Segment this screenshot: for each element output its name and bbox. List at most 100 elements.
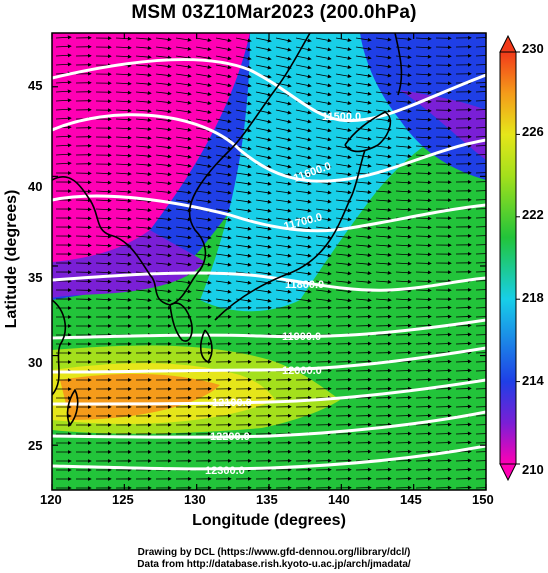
wind-arrow — [195, 46, 212, 52]
wind-arrow — [295, 289, 312, 294]
wind-arrow — [155, 253, 172, 258]
wind-arrow — [95, 207, 112, 212]
wind-arrow — [255, 46, 272, 52]
wind-arrow — [475, 325, 486, 327]
wind-arrow — [215, 55, 232, 61]
wind-arrow — [375, 243, 392, 248]
wind-arrow — [115, 270, 132, 275]
wind-arrow — [255, 64, 272, 70]
wind-arrow — [275, 64, 292, 70]
wind-arrow — [255, 271, 272, 276]
wind-arrow — [115, 36, 132, 41]
wind-arrow — [135, 127, 152, 132]
wind-arrow — [55, 143, 72, 148]
wind-arrow — [195, 82, 212, 88]
wind-arrow — [415, 270, 432, 275]
wind-arrow — [475, 280, 486, 282]
wind-arrow — [155, 172, 172, 177]
wind-arrow — [135, 253, 152, 258]
y-tick-label: 35 — [28, 270, 43, 285]
contour-11500 — [52, 58, 486, 123]
wind-arrow — [255, 145, 272, 151]
wind-arrow — [375, 297, 392, 302]
wind-arrow — [235, 163, 252, 169]
wind-arrow — [275, 244, 292, 249]
wind-arrow — [335, 46, 352, 52]
wind-arrow — [195, 136, 212, 142]
wind-arrow — [295, 118, 312, 124]
wind-arrow — [295, 172, 312, 177]
wind-arrow — [375, 64, 392, 69]
wind-arrow — [395, 37, 412, 42]
wind-arrow — [215, 37, 232, 43]
wind-arrow — [475, 424, 486, 426]
wind-arrow — [295, 109, 312, 115]
x-tick-label: 135 — [256, 492, 278, 507]
wind-arrow — [415, 126, 432, 131]
x-axis-label: Longitude (degrees) — [192, 512, 346, 529]
wind-arrow — [275, 253, 292, 258]
x-tick-label: 150 — [472, 492, 494, 507]
wind-arrow — [455, 341, 472, 346]
wind-arrow — [235, 253, 252, 258]
wind-arrow — [355, 46, 372, 51]
wind-arrow — [455, 332, 472, 337]
wind-arrow — [115, 189, 132, 194]
wind-arrow — [275, 109, 292, 115]
wind-arrow — [275, 235, 292, 240]
wind-arrow — [435, 359, 452, 364]
wind-arrow — [335, 190, 352, 195]
wind-arrow — [135, 55, 152, 60]
wind-arrow — [175, 289, 192, 294]
wind-arrow — [155, 298, 172, 303]
wind-arrow — [275, 298, 292, 303]
wind-arrow — [235, 262, 252, 267]
wind-arrow — [295, 190, 312, 195]
wind-arrow — [415, 458, 432, 463]
wind-arrow — [155, 64, 172, 69]
wind-arrow — [155, 136, 172, 141]
wind-arrow — [155, 262, 172, 267]
wind-arrow — [355, 136, 372, 141]
wind-arrow — [115, 126, 132, 131]
wind-arrow — [415, 81, 432, 86]
contour-label: 12100.0 — [212, 397, 252, 409]
wind-arrow — [415, 171, 432, 176]
wind-arrow — [55, 116, 72, 121]
wind-arrow — [415, 431, 432, 436]
wind-arrow — [355, 109, 372, 114]
wind-arrow — [455, 395, 472, 400]
wind-arrow — [335, 91, 352, 97]
contour-11900 — [52, 318, 486, 340]
wind-arrow — [395, 154, 412, 159]
wind-arrow — [215, 253, 232, 258]
wind-arrow — [475, 154, 486, 156]
wind-arrow — [95, 243, 112, 248]
wind-arrow — [95, 270, 112, 275]
wind-arrow — [315, 118, 332, 124]
wind-arrow — [175, 109, 192, 114]
wind-arrow — [175, 181, 192, 186]
wind-arrow — [215, 199, 232, 204]
wind-arrow — [295, 181, 312, 186]
wind-arrow — [135, 298, 152, 303]
wind-arrow — [395, 64, 412, 69]
wind-arrow — [255, 253, 272, 258]
wind-arrow — [175, 262, 192, 267]
wind-arrow — [475, 82, 486, 84]
contour-label: 11500.0 — [322, 111, 361, 123]
contour-label: 12200.0 — [210, 431, 250, 443]
wind-arrow — [415, 135, 432, 140]
wind-arrow — [475, 46, 486, 48]
wind-arrow — [175, 199, 192, 204]
wind-arrow — [315, 244, 332, 249]
x-tick-label: 125 — [112, 492, 134, 507]
wind-arrow — [255, 235, 272, 240]
wind-arrow — [335, 208, 352, 213]
wind-arrow — [375, 189, 392, 194]
wind-arrow — [315, 280, 332, 285]
wind-arrow — [255, 118, 272, 124]
wind-arrow — [195, 298, 212, 303]
wind-arrow — [475, 163, 486, 165]
wind-arrow — [475, 388, 486, 390]
